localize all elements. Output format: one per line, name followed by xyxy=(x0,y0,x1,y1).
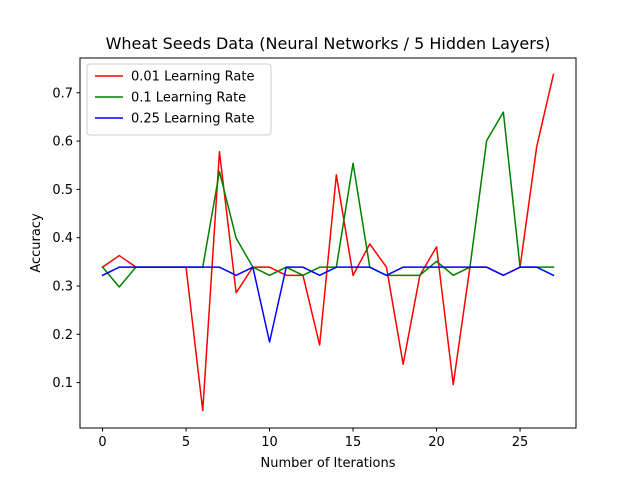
legend-label-1: 0.1 Learning Rate xyxy=(131,91,246,106)
legend-box xyxy=(86,63,272,136)
x-tick-label-5: 25 xyxy=(512,435,529,450)
series-line-2 xyxy=(101,266,555,343)
x-tick-label-3: 15 xyxy=(345,435,362,450)
y-tick-label-3: 0.4 xyxy=(52,231,73,246)
y-tick-label-1: 0.2 xyxy=(52,328,73,343)
x-tick-label-2: 10 xyxy=(261,435,278,450)
y-axis-label: Accuracy xyxy=(29,213,44,273)
y-tick-label-2: 0.3 xyxy=(52,279,73,294)
y-tick-label-0: 0.1 xyxy=(52,376,73,391)
x-axis-ticks: 0 5 10 15 20 25 xyxy=(98,428,528,450)
x-tick-label-0: 0 xyxy=(98,435,106,450)
y-tick-label-6: 0.7 xyxy=(52,86,73,101)
series-layer xyxy=(101,73,555,412)
plot-area-frame xyxy=(79,57,577,429)
y-axis-ticks: 0.1 0.2 0.3 0.4 0.5 0.6 0.7 xyxy=(52,86,80,391)
legend-label-0: 0.01 Learning Rate xyxy=(131,70,254,85)
x-tick-label-1: 5 xyxy=(182,435,190,450)
x-axis-label: Number of Iterations xyxy=(261,456,396,471)
y-tick-label-4: 0.5 xyxy=(52,183,73,198)
x-tick-label-4: 20 xyxy=(428,435,445,450)
y-tick-label-5: 0.6 xyxy=(52,135,73,150)
legend-label-2: 0.25 Learning Rate xyxy=(131,112,254,127)
chart-title: Wheat Seeds Data (Neural Networks / 5 Hi… xyxy=(106,34,551,53)
legend: 0.01 Learning Rate 0.1 Learning Rate 0.25 … xyxy=(86,63,272,136)
